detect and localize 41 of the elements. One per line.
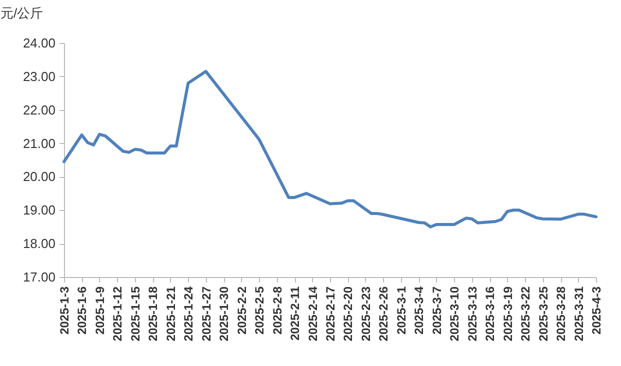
x-tick-label: 2025-3-16	[483, 286, 498, 342]
x-tick-label: 2025-3-28	[554, 286, 568, 342]
x-tick-label: 2025-2-2	[234, 286, 249, 335]
x-tick-label: 2025-1-15	[128, 286, 142, 342]
x-tick-label: 2025-1-27	[199, 286, 214, 342]
y-tick-label: 23.00	[22, 68, 56, 84]
x-tick-label: 2025-1-9	[92, 286, 107, 335]
x-tick-label: 2025-1-3	[58, 286, 72, 335]
y-axis-title: 元/公斤	[0, 6, 44, 20]
x-tick-label: 2025-4-3	[590, 286, 604, 335]
y-tick-label: 20.00	[22, 169, 56, 184]
x-tick-label: 2025-2-23	[358, 286, 373, 342]
x-tick-label: 2025-2-20	[341, 286, 356, 342]
x-tick-label: 2025-2-17	[324, 286, 338, 342]
x-tick-label: 2025-3-7	[430, 286, 444, 335]
x-tick-label: 2025-3-19	[500, 286, 515, 342]
x-tick-label: 2025-1-21	[164, 286, 178, 342]
y-tick-label: 22.00	[22, 102, 56, 118]
x-tick-label: 2025-3-22	[518, 286, 533, 342]
y-tick-label: 18.00	[22, 236, 56, 252]
x-tick-label: 2025-3-4	[412, 286, 426, 335]
x-tick-label: 2025-2-11	[288, 286, 302, 341]
y-tick-label: 21.00	[22, 136, 56, 151]
x-tick-label: 2025-2-5	[252, 286, 267, 335]
x-tick-label: 2025-1-12	[110, 286, 125, 342]
x-tick-label: 2025-3-25	[536, 286, 550, 342]
x-tick-label: 2025-3-1	[394, 286, 408, 335]
y-tick-label: 19.00	[22, 202, 56, 218]
x-tick-label: 2025-1-18	[146, 286, 160, 342]
x-tick-label: 2025-1-6	[75, 286, 90, 335]
x-tick-label: 2025-1-30	[217, 286, 232, 342]
x-tick-label: 2025-2-8	[270, 286, 284, 335]
x-tick-label: 2025-2-14	[306, 286, 320, 342]
y-tick-label: 17.00	[22, 270, 56, 284]
x-tick-label: 2025-1-24	[182, 286, 196, 342]
y-tick-label: 24.00	[22, 36, 56, 50]
x-tick-label: 2025-3-31	[572, 286, 586, 342]
x-tick-label: 2025-3-10	[448, 286, 462, 342]
x-tick-label: 2025-3-13	[465, 286, 480, 342]
x-tick-label: 2025-2-26	[376, 286, 391, 342]
line-series	[62, 70, 598, 228]
